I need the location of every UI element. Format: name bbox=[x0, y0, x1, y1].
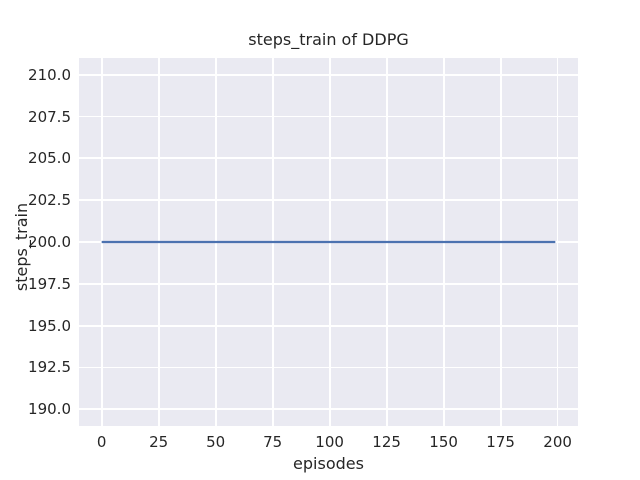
x-tick-label: 200 bbox=[543, 433, 572, 451]
x-tick-label: 0 bbox=[96, 433, 107, 451]
y-tick-label: 190.0 bbox=[28, 400, 71, 419]
gridline-y bbox=[79, 408, 578, 411]
x-tick-label: 175 bbox=[486, 433, 515, 451]
gridline-y bbox=[79, 73, 578, 76]
y-tick-label: 192.5 bbox=[28, 358, 71, 377]
x-tick-label: 125 bbox=[372, 433, 401, 451]
y-tick-label: 207.5 bbox=[28, 107, 71, 126]
y-tick-label: 200.0 bbox=[28, 233, 71, 251]
x-tick-label: 100 bbox=[315, 433, 344, 451]
y-tick-label: 197.5 bbox=[28, 274, 71, 293]
series-layer bbox=[101, 240, 556, 244]
plot-area bbox=[79, 58, 578, 426]
gridline-y bbox=[79, 324, 578, 327]
y-tick-label: 195.0 bbox=[28, 316, 71, 335]
gridline-y bbox=[79, 157, 578, 160]
x-tick-label: 75 bbox=[263, 433, 283, 451]
x-tick-label: 25 bbox=[149, 433, 169, 451]
x-tick-label: 50 bbox=[206, 433, 226, 451]
x-axis-label: episodes bbox=[293, 454, 364, 473]
gridline-y bbox=[79, 366, 578, 369]
y-tick-label: 210.0 bbox=[28, 65, 71, 84]
gridline-y bbox=[79, 199, 578, 202]
gridline-y bbox=[79, 282, 578, 285]
x-tick-label: 150 bbox=[429, 433, 458, 451]
gridline-y bbox=[79, 115, 578, 118]
y-tick-label: 202.5 bbox=[28, 191, 71, 210]
y-tick-label: 205.0 bbox=[28, 149, 71, 168]
chart-title: steps_train of DDPG bbox=[248, 30, 409, 49]
